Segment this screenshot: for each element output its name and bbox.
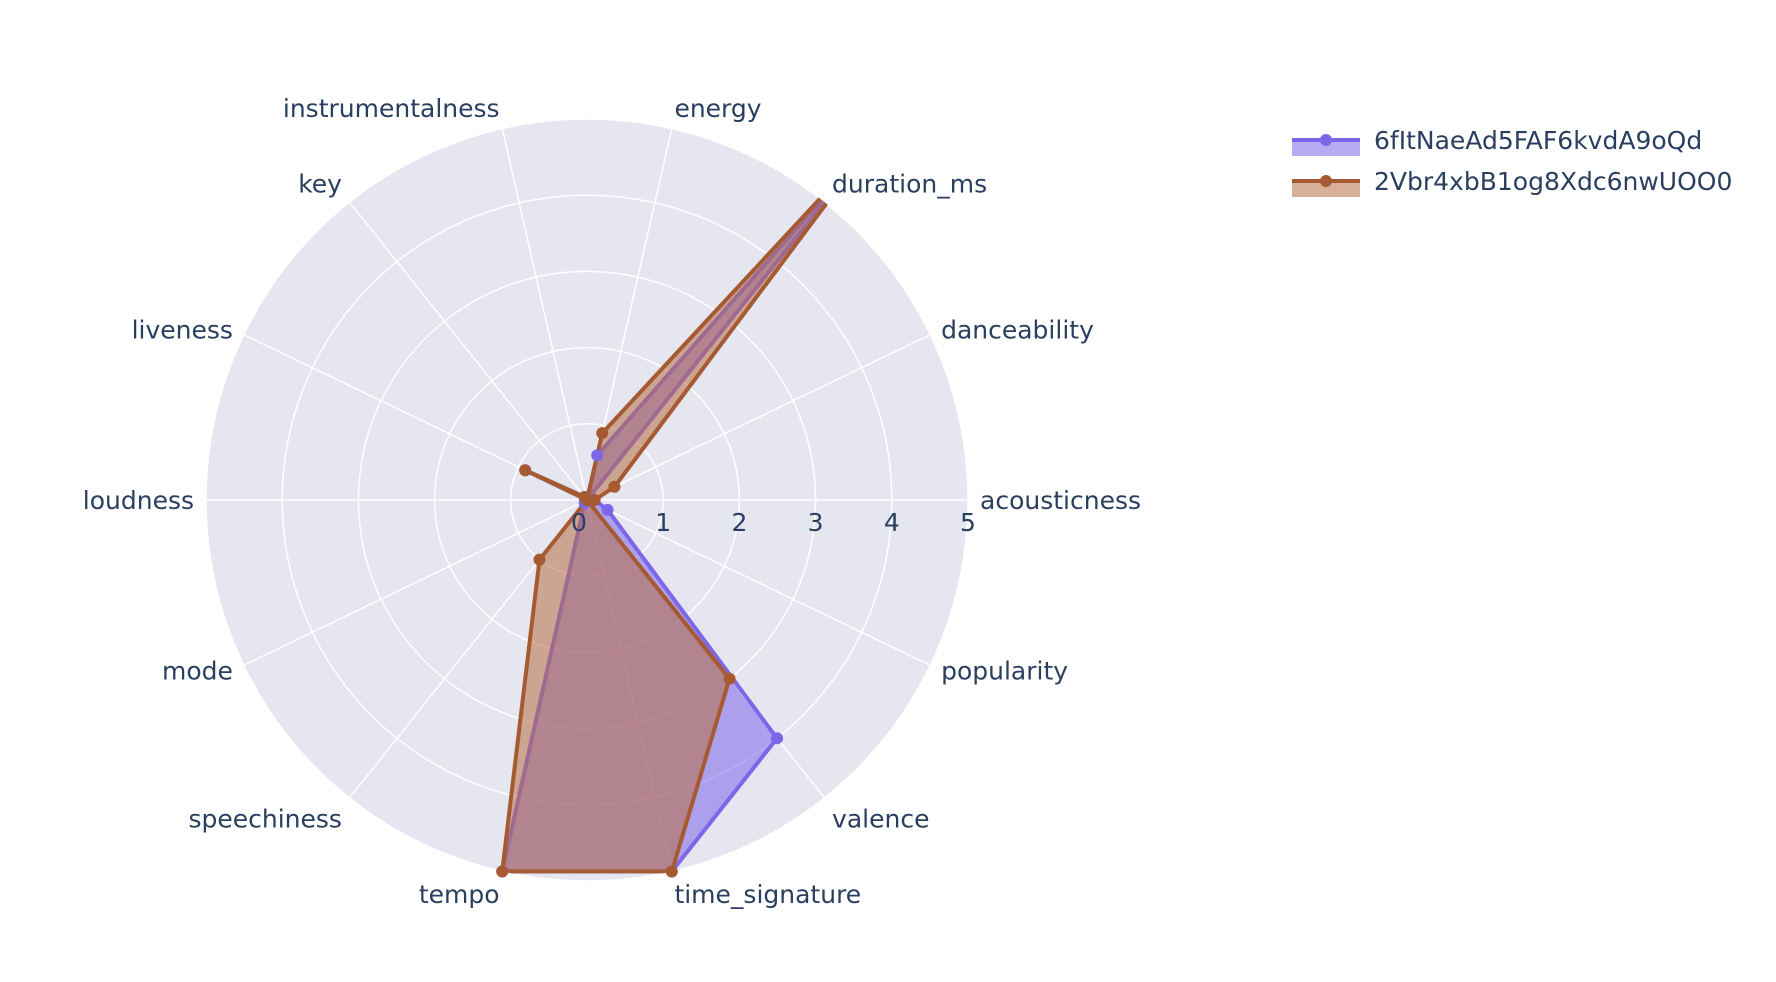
axis-label-popularity: popularity [941,657,1068,686]
axis-label-duration-ms: duration_ms [832,170,987,199]
grid-spoke [586,499,931,666]
axis-label-energy: energy [674,94,761,123]
legend-swatch [1292,181,1360,197]
axis-label-tempo: tempo [419,880,500,909]
series-2-point[interactable] [496,865,509,878]
grid-spoke [243,499,588,666]
radial-tick-label: 4 [884,508,900,537]
radial-tick-label: 5 [960,508,976,537]
legend-item[interactable]: 6fItNaeAd5FAF6kvdA9oQd [1292,126,1702,156]
legend-label: 2Vbr4xbB1og8Xdc6nwUOO0 [1374,167,1732,196]
legend-marker [1320,175,1332,187]
radial-ticks: 0 1 2 3 4 5 [571,508,976,537]
radial-tick-label: 0 [571,508,587,537]
series-2-point[interactable] [519,464,532,477]
series-1-point[interactable] [591,449,604,462]
legend[interactable]: 6fItNaeAd5FAF6kvdA9oQd 2Vbr4xbB1og8Xdc6nw… [1292,126,1732,197]
series-2-point[interactable] [608,480,621,493]
legend-item[interactable]: 2Vbr4xbB1og8Xdc6nwUOO0 [1292,167,1732,197]
axis-label-liveness: liveness [132,315,233,344]
radial-tick-label: 2 [731,508,747,537]
axis-label-danceability: danceability [941,315,1094,344]
angular-axis-labels: acousticness danceability duration_ms energ… [83,94,1141,909]
grid-spoke [348,201,588,501]
axis-label-time-signature: time_signature [674,880,861,909]
axis-label-valence: valence [832,804,929,833]
axis-label-loudness: loudness [83,486,194,515]
series-2-point[interactable] [581,494,593,506]
series-1-point[interactable] [771,732,784,745]
legend-label: 6fItNaeAd5FAF6kvdA9oQd [1374,126,1702,155]
series-1-point[interactable] [601,503,614,516]
axis-label-mode: mode [162,657,233,686]
series-2-point[interactable] [596,427,609,440]
axis-label-instrumentalness: instrumentalness [283,94,500,123]
series-2-point[interactable] [723,672,736,685]
marker-layer [496,427,784,878]
series-2-point[interactable] [533,553,546,566]
axis-label-key: key [298,170,342,199]
grid-spoke [586,334,931,501]
series-2-point[interactable] [665,865,678,878]
axis-label-acousticness: acousticness [980,486,1141,515]
legend-swatch [1292,140,1360,156]
radial-tick-label: 3 [808,508,824,537]
radial-tick-label: 1 [655,508,671,537]
grid-spoke [501,128,588,501]
axis-label-speechiness: speechiness [188,804,341,833]
legend-marker [1320,134,1332,146]
